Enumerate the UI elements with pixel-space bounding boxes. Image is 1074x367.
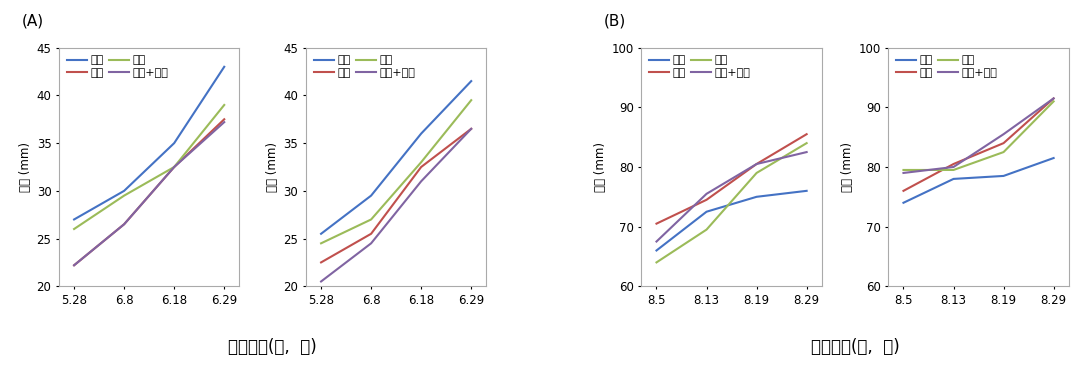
적습 xyxy=(897,189,910,193)
과습 xyxy=(700,228,713,232)
Line: 적습: 적습 xyxy=(321,81,471,234)
건조+과습 xyxy=(1047,96,1060,101)
과습 xyxy=(650,260,663,265)
Legend: 건조, 적습, 과습, 건조+과습: 건조, 적습, 과습, 건조+과습 xyxy=(894,53,1000,80)
건조 xyxy=(68,263,81,268)
Line: 건조+과습: 건조+과습 xyxy=(903,98,1054,173)
적습 xyxy=(415,131,427,136)
과습 xyxy=(365,217,378,222)
과습 xyxy=(1047,99,1060,103)
건조 xyxy=(800,189,813,193)
Line: 적습: 적습 xyxy=(656,134,807,224)
과습 xyxy=(168,165,180,169)
건조 xyxy=(118,222,131,226)
건조+과습 xyxy=(365,241,378,246)
건조+과습 xyxy=(997,132,1010,137)
건조 xyxy=(997,174,1010,178)
건조 xyxy=(465,127,478,131)
Line: 적습: 적습 xyxy=(903,98,1054,191)
Line: 건조: 건조 xyxy=(74,119,224,265)
건조+과습 xyxy=(947,165,960,169)
과습 xyxy=(897,168,910,172)
과습 xyxy=(315,241,328,246)
건조 xyxy=(415,165,427,169)
Y-axis label: 횊경 (mm): 횊경 (mm) xyxy=(266,142,279,192)
과습 xyxy=(415,160,427,164)
과습 xyxy=(750,171,763,175)
건조 xyxy=(650,248,663,252)
건조 xyxy=(750,195,763,199)
건조+과습 xyxy=(68,263,81,268)
Y-axis label: 횊경 (mm): 횊경 (mm) xyxy=(594,142,608,192)
Text: (B): (B) xyxy=(604,14,626,29)
Line: 건조: 건조 xyxy=(656,191,807,250)
Y-axis label: 횊경 (mm): 횊경 (mm) xyxy=(841,142,855,192)
적습 xyxy=(800,132,813,137)
과습 xyxy=(68,227,81,231)
Line: 과습: 과습 xyxy=(321,100,471,243)
Line: 과습: 과습 xyxy=(656,143,807,262)
Line: 건조: 건조 xyxy=(321,129,471,262)
과습 xyxy=(218,103,231,107)
건조+과습 xyxy=(750,162,763,166)
적습 xyxy=(997,141,1010,145)
적습 xyxy=(1047,96,1060,101)
과습 xyxy=(465,98,478,102)
건조+과습 xyxy=(465,127,478,131)
적습 xyxy=(68,217,81,222)
Line: 건조+과습: 건조+과습 xyxy=(321,129,471,281)
적습 xyxy=(650,221,663,226)
과습 xyxy=(997,150,1010,154)
적습 xyxy=(947,162,960,166)
Line: 과습: 과습 xyxy=(74,105,224,229)
과습 xyxy=(800,141,813,145)
적습 xyxy=(315,232,328,236)
건조+과습 xyxy=(800,150,813,154)
적습 xyxy=(168,141,180,145)
건조 xyxy=(1047,156,1060,160)
Text: 조사시기(월,  일): 조사시기(월, 일) xyxy=(811,338,899,356)
건조+과습 xyxy=(897,171,910,175)
과습 xyxy=(118,193,131,198)
Line: 건조+과습: 건조+과습 xyxy=(74,122,224,265)
Line: 과습: 과습 xyxy=(903,101,1054,170)
적습 xyxy=(750,162,763,166)
적습 xyxy=(465,79,478,83)
적습 xyxy=(118,189,131,193)
건조+과습 xyxy=(168,165,180,169)
건조+과습 xyxy=(218,120,231,124)
건조+과습 xyxy=(700,192,713,196)
건조+과습 xyxy=(650,239,663,244)
건조 xyxy=(168,165,180,169)
Legend: 건조, 적습, 과습, 건조+과습: 건조, 적습, 과습, 건조+과습 xyxy=(647,53,753,80)
건조 xyxy=(700,210,713,214)
Y-axis label: 횊경 (mm): 횊경 (mm) xyxy=(19,142,32,192)
적습 xyxy=(365,193,378,198)
건조+과습 xyxy=(315,279,328,284)
Line: 건조+과습: 건조+과습 xyxy=(656,152,807,241)
적습 xyxy=(700,197,713,202)
Line: 적습: 적습 xyxy=(74,67,224,219)
Text: (A): (A) xyxy=(21,14,44,29)
적습 xyxy=(218,65,231,69)
건조 xyxy=(365,232,378,236)
건조 xyxy=(947,177,960,181)
건조 xyxy=(218,117,231,121)
건조+과습 xyxy=(118,222,131,226)
건조+과습 xyxy=(415,179,427,184)
Legend: 적습, 건조, 과습, 건조+과습: 적습, 건조, 과습, 건조+과습 xyxy=(64,53,171,80)
과습 xyxy=(947,168,960,172)
Legend: 적습, 건조, 과습, 건조+과습: 적습, 건조, 과습, 건조+과습 xyxy=(311,53,418,80)
Text: 조사시기(월,  일): 조사시기(월, 일) xyxy=(229,338,317,356)
Line: 건조: 건조 xyxy=(903,158,1054,203)
건조 xyxy=(315,260,328,265)
건조 xyxy=(897,200,910,205)
